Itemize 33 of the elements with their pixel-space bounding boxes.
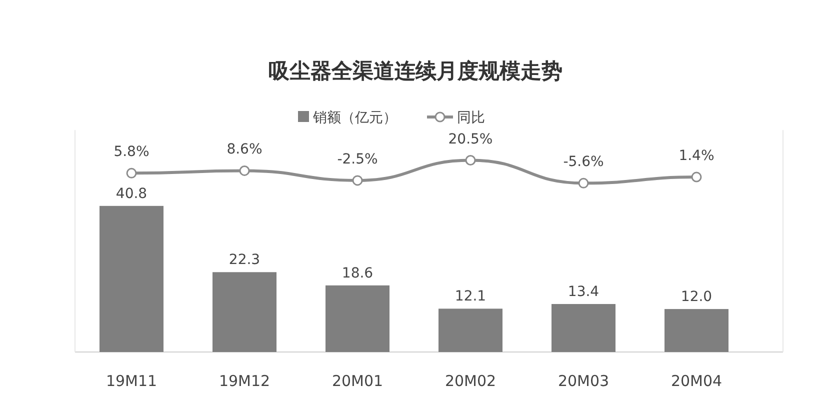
x-tick-label: 20M01 [332, 372, 384, 390]
data-label: 22.3 [228, 252, 260, 268]
data-label: 12.1 [454, 288, 486, 305]
bar [212, 272, 276, 352]
x-tick-label: 20M02 [444, 372, 496, 390]
data-label: 20.5% [448, 131, 493, 148]
x-tick-label: 20M04 [670, 372, 722, 390]
data-label: 8.6% [226, 142, 262, 158]
bar [438, 308, 502, 352]
data-label: 1.4% [678, 148, 714, 164]
data-label: 13.4 [568, 284, 600, 300]
data-label: 18.6 [342, 265, 374, 282]
data-label: 12.0 [680, 289, 712, 306]
point [352, 175, 363, 186]
x-tick-label: 19M12 [218, 372, 270, 390]
point [578, 178, 589, 188]
bar [664, 309, 728, 352]
legend-label: 同比 [457, 110, 485, 126]
x-tick-label: 19M11 [106, 372, 158, 390]
bar [552, 304, 616, 352]
data-label: 5.8% [114, 144, 150, 160]
chart-title: 吸尘器全渠道连续月度规模走势 [268, 59, 562, 83]
point [239, 165, 250, 176]
bar [326, 285, 390, 352]
data-label: 40.8 [116, 186, 148, 202]
point [465, 155, 476, 166]
legend-label: 销额（亿元） [312, 110, 397, 126]
data-label: -2.5% [337, 151, 378, 168]
bar [100, 206, 164, 352]
data-label: -5.6% [563, 154, 604, 170]
x-tick-label: 20M03 [558, 372, 610, 390]
point [126, 168, 137, 178]
point [691, 172, 702, 182]
